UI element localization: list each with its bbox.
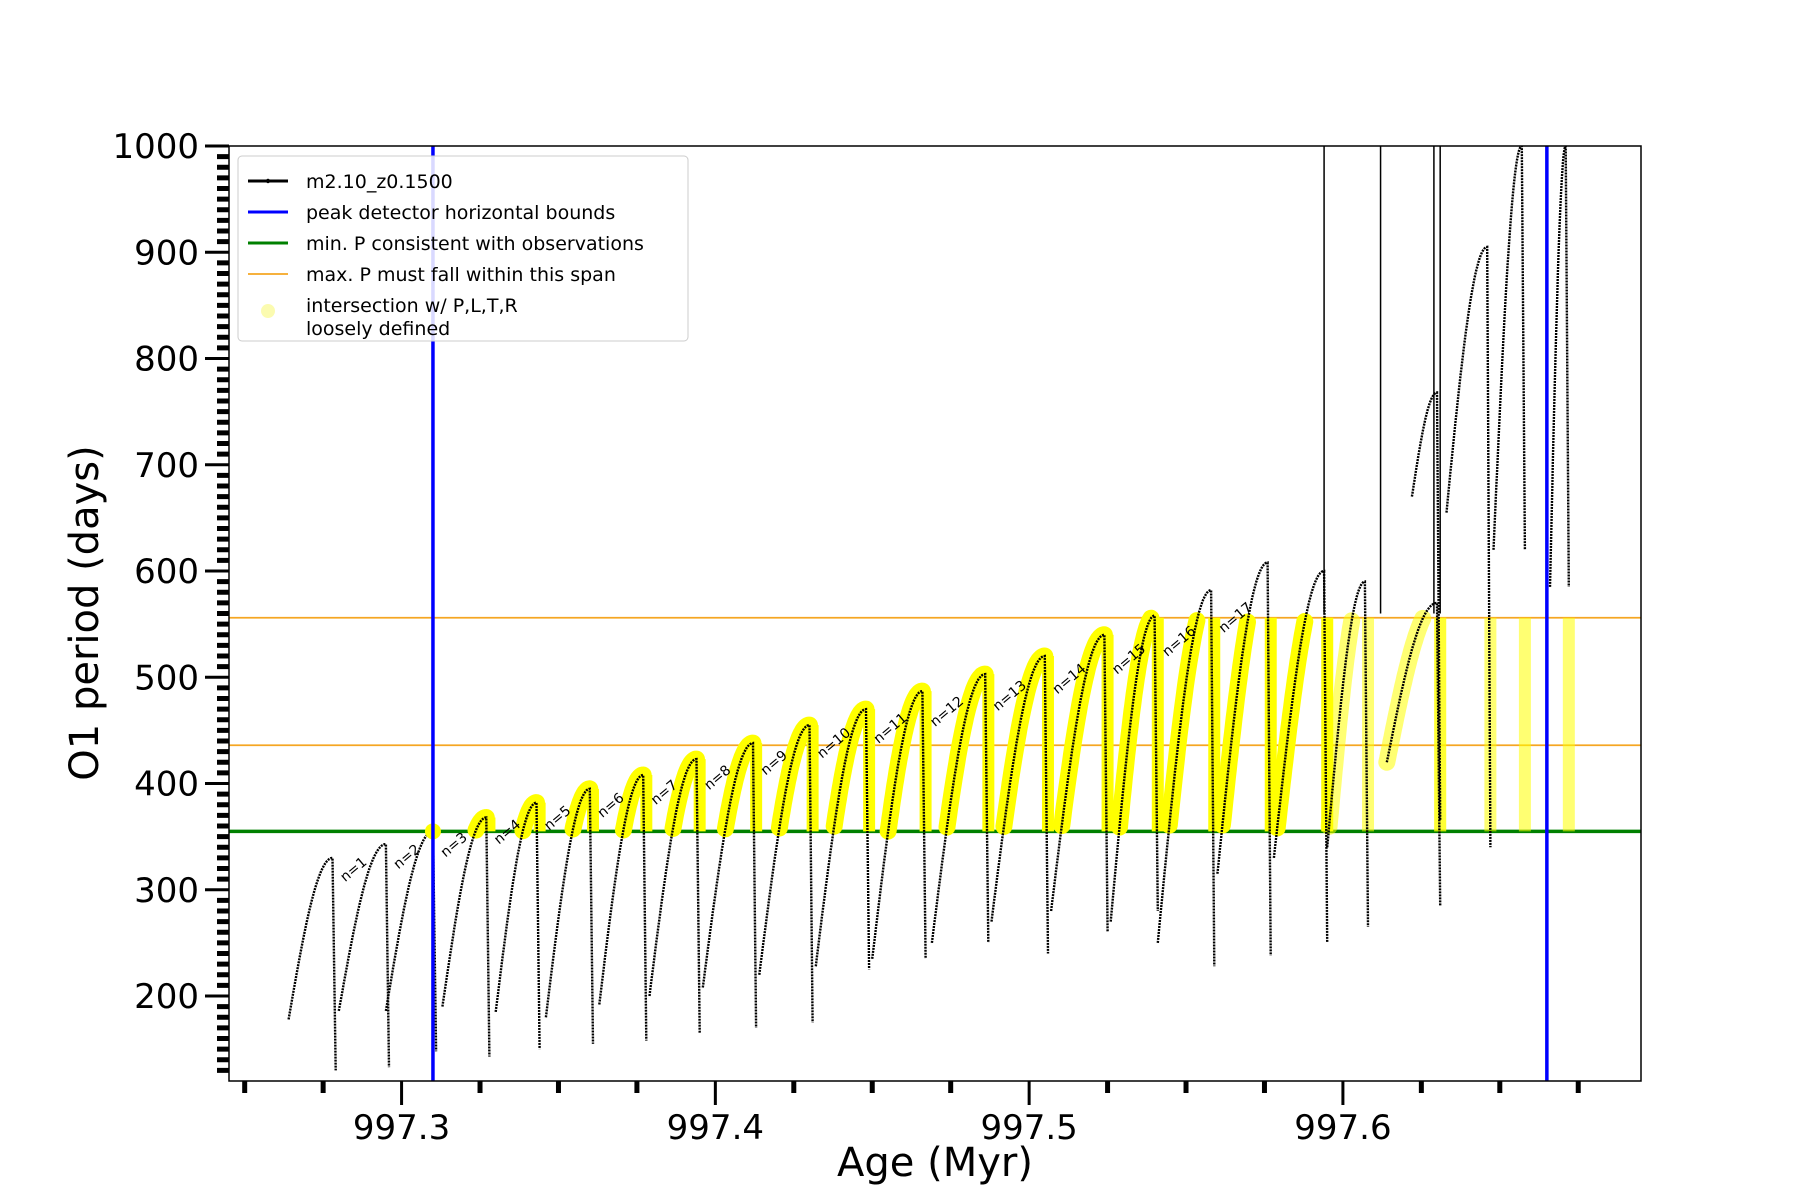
legend-label-5-line2: loosely defined (306, 318, 450, 340)
legend-label-2: peak detector horizontal bounds (306, 202, 615, 224)
model-cycle-1 (287, 856, 337, 1071)
legend-label-5: intersection w/ P,L,T,R (306, 295, 518, 317)
model-cycle-13 (930, 672, 990, 944)
x-tick-label: 997.6 (1294, 1108, 1391, 1148)
model-cycle-10 (758, 723, 814, 1023)
model-cycle-24 (1492, 146, 1527, 550)
legend-label-4: max. P must fall within this span (306, 264, 616, 286)
model-cycle-17 (1156, 588, 1216, 967)
model-cycle-4 (441, 816, 491, 1057)
model-cycle-5 (494, 801, 541, 1050)
model-cycle-15 (1049, 633, 1109, 933)
y-tick-label: 1000 (112, 127, 199, 167)
y-axis-title: O1 period (days) (62, 445, 108, 780)
y-tick-label: 700 (134, 446, 199, 486)
legend-label-1: m2.10_z0.1500 (306, 171, 453, 193)
model-cycle-20 (1326, 580, 1370, 927)
model-cycle-18 (1216, 561, 1272, 956)
y-tick-label: 400 (134, 765, 199, 805)
model-cycle-7 (598, 773, 648, 1041)
y-tick-label: 800 (134, 340, 199, 380)
model-cycle-8 (648, 757, 701, 1034)
model-cycle-14 (990, 654, 1050, 954)
y-tick-label: 900 (134, 233, 199, 273)
model-cycle-16 (1109, 614, 1159, 922)
model-cycle-6 (544, 787, 595, 1044)
y-tick-label: 300 (134, 871, 199, 911)
model-cycle-19 (1272, 569, 1329, 943)
plot-frame (228, 145, 1642, 1082)
y-tick-label: 500 (134, 658, 199, 698)
legend-swatch-marker (265, 178, 271, 184)
model-cycle-25 (1548, 146, 1570, 587)
model-cycle-9 (701, 741, 758, 1028)
legend-box (237, 155, 689, 342)
y-tick-label: 200 (134, 977, 199, 1017)
axes-layer: 200 300 400 500 600 700 800 900 1000 997.3 997.4 99… (112, 127, 1581, 1148)
y-tick-label: 600 (134, 552, 199, 592)
legend-label-3: min. P consistent with observations (306, 233, 644, 255)
model-cycle-3 (384, 829, 438, 1052)
x-axis-title: Age (Myr) (837, 1140, 1033, 1186)
x-tick-label: 997.4 (667, 1108, 764, 1148)
x-tick-label: 997.5 (980, 1108, 1077, 1148)
model-cycle-2 (337, 842, 391, 1068)
model-cycle-12 (871, 689, 927, 959)
x-tick-label: 997.3 (353, 1108, 450, 1148)
legend-swatch-5 (261, 304, 275, 318)
model-cycle-23 (1445, 245, 1492, 848)
model-cycle-21 (1385, 601, 1442, 906)
model-cycle-11 (814, 707, 871, 970)
